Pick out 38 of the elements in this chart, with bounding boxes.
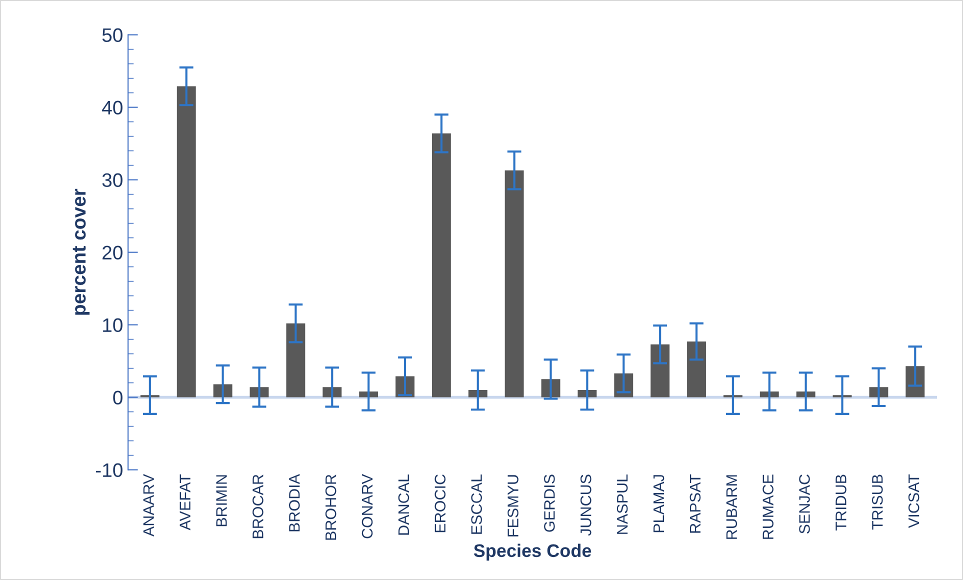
y-tick-label: 30 xyxy=(102,173,122,188)
x-tick-label: BRIMIN xyxy=(216,475,227,526)
y-tick-label: 20 xyxy=(102,246,122,260)
x-tick-label: RUBARM xyxy=(726,475,738,539)
x-tick-label: VICSAT xyxy=(908,474,920,528)
y-tick-label: -10 xyxy=(96,463,122,478)
bar xyxy=(286,323,306,398)
y-tick-label: 50 xyxy=(102,28,122,42)
bar xyxy=(650,344,670,398)
x-tick-label: BROHOR xyxy=(325,474,336,540)
y-tick-label: 0 xyxy=(113,390,122,405)
x-tick-label: BROCAR xyxy=(252,474,264,538)
y-tick-label: 10 xyxy=(103,318,122,332)
x-tick-label: CONARV xyxy=(362,474,373,538)
y-axis-title: percent cover xyxy=(72,188,90,315)
x-tick-label: RUMACE xyxy=(762,474,774,539)
x-tick-label: TRIDUB xyxy=(836,474,846,530)
x-tick-label: FESMYU xyxy=(508,475,518,536)
x-tick-label: DANCAL xyxy=(398,474,410,535)
x-axis-title: Species Code xyxy=(474,544,592,561)
x-tick-label: GERDIS xyxy=(544,474,555,532)
x-tick-label: RAPSAT xyxy=(690,474,701,533)
bar xyxy=(504,170,524,398)
x-tick-label: EROCIC xyxy=(434,474,446,532)
x-tick-label: AVEFAT xyxy=(180,474,190,530)
x-tick-label: BRODIA xyxy=(288,474,300,532)
x-tick-label: SENJAC xyxy=(799,474,810,534)
bar xyxy=(906,366,925,398)
x-tick-label: TRISUB xyxy=(872,474,883,530)
x-tick-label: NASPUL xyxy=(616,474,628,534)
x-tick-label: ESCCAL xyxy=(471,474,482,534)
bar xyxy=(432,133,451,398)
bar xyxy=(176,86,196,398)
bar xyxy=(687,341,706,398)
x-tick-label: PLAMAJ xyxy=(654,475,664,532)
x-tick-label: ANAARV xyxy=(143,474,154,536)
y-tick-label: 40 xyxy=(102,100,122,115)
x-tick-label: JUNCUS xyxy=(580,474,592,536)
